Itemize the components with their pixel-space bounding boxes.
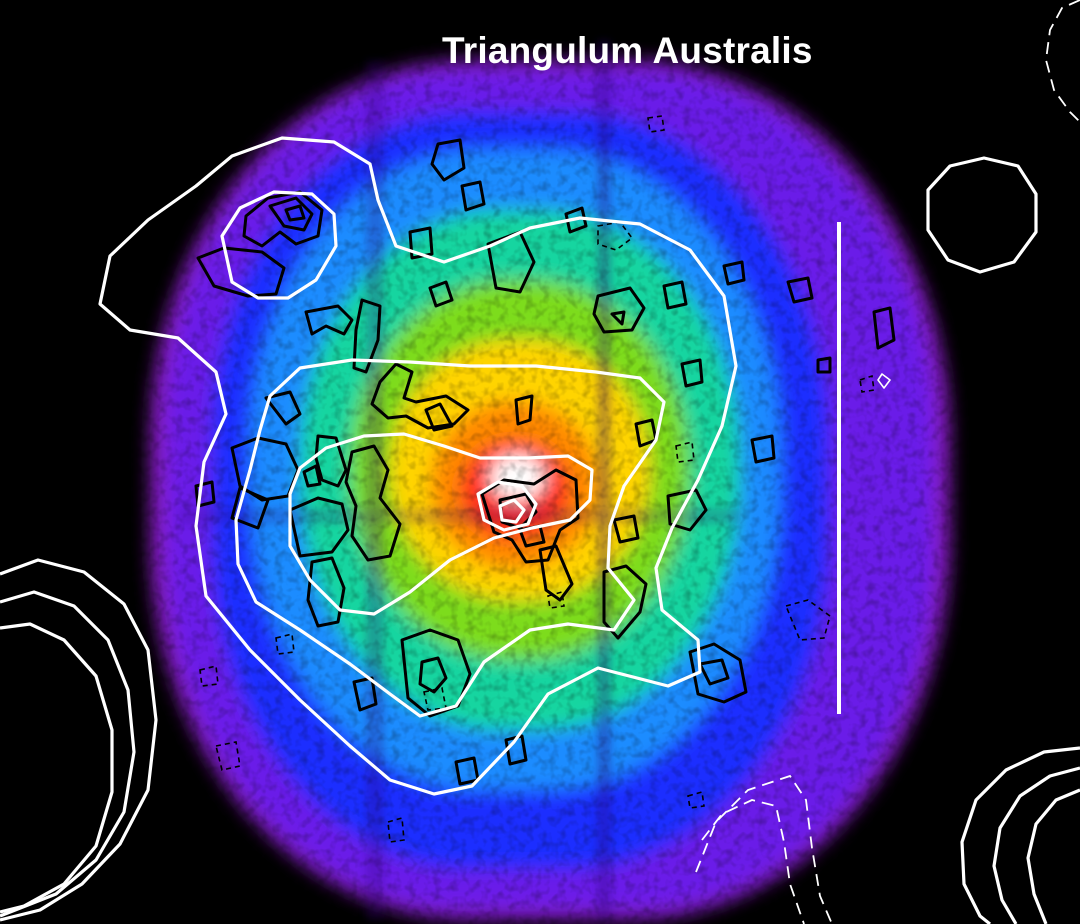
radio-contours [0, 136, 1080, 924]
cluster-name-label: Triangulum Australis [442, 30, 813, 71]
negative-radio-contours [695, 0, 1080, 924]
